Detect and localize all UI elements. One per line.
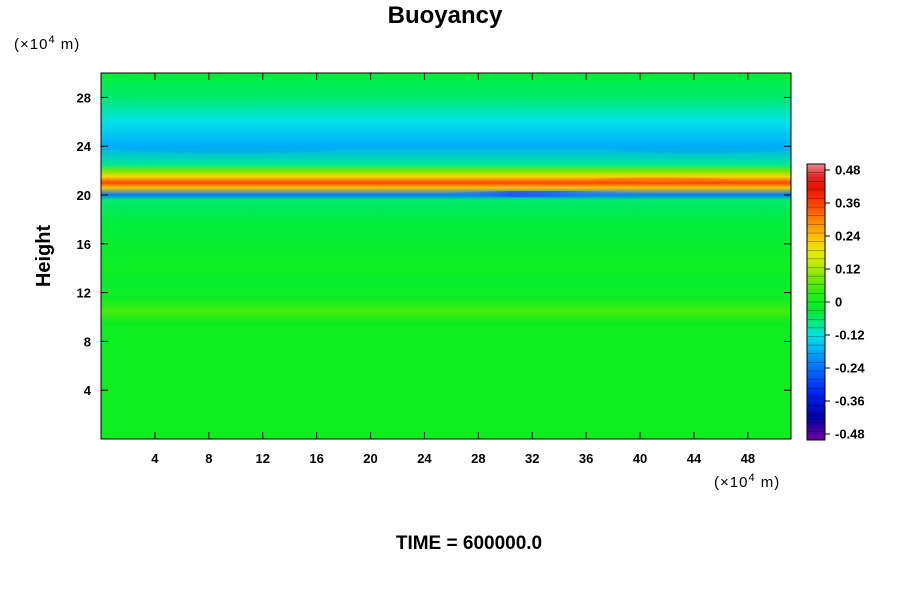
y-tick-label: 12 [77, 286, 91, 301]
colorbar-labels: 0.48 0.36 0.24 0.12 0 -0.12 -0.24 -0.36 -0.48 [825, 163, 865, 442]
colorbar-label: 0.24 [835, 229, 861, 244]
colorbar-label: 0.48 [835, 163, 860, 178]
x-tick-label: 28 [471, 451, 485, 466]
x-tick-label: 32 [525, 451, 539, 466]
colorbar-label: -0.24 [835, 361, 865, 376]
y-axis-unit-suffix: m) [56, 36, 81, 53]
y-axis-ticks: 4 8 12 16 20 24 28 [77, 90, 791, 398]
colorbar-label: 0 [835, 295, 842, 310]
colorbar: 0.48 0.36 0.24 0.12 0 -0.12 -0.24 -0.36 -0.48 [806, 163, 865, 442]
x-tick-label: 44 [687, 451, 702, 466]
colorbar-divisions [807, 172, 825, 432]
chart-title: Buoyancy [388, 2, 503, 29]
y-tick-label: 8 [84, 334, 91, 349]
x-axis-unit-prefix: (×10 [714, 474, 748, 491]
x-axis-ticks: 4 8 12 16 20 24 28 32 36 40 44 48 [151, 73, 755, 466]
x-tick-label: 12 [255, 451, 269, 466]
colorbar-label: -0.48 [835, 427, 865, 442]
negative-anomaly-band [435, 191, 655, 197]
colorbar-label: 0.36 [835, 196, 860, 211]
y-axis-label: Height [33, 225, 55, 288]
x-axis-unit-exponent: 4 [748, 472, 755, 484]
upper-right-anomaly [610, 145, 790, 153]
y-axis-unit-prefix: (×10 [14, 36, 48, 53]
x-tick-label: 36 [579, 451, 593, 466]
buoyancy-field [101, 73, 791, 439]
y-tick-label: 4 [84, 383, 92, 398]
plot-frame [100, 72, 792, 440]
x-tick-label: 4 [151, 451, 159, 466]
colorbar-label: 0.12 [835, 262, 860, 277]
y-tick-label: 24 [77, 139, 92, 154]
x-tick-label: 8 [205, 451, 212, 466]
x-axis-unit: (×104 m) [714, 472, 780, 491]
x-tick-label: 48 [741, 451, 755, 466]
x-axis-unit-suffix: m) [756, 474, 781, 491]
upper-left-anomaly [120, 145, 340, 153]
time-label: TIME = 600000.0 [396, 533, 542, 554]
warm-anomaly [590, 177, 730, 183]
y-tick-label: 16 [77, 237, 91, 252]
x-tick-label: 20 [363, 451, 377, 466]
y-axis-unit-exponent: 4 [48, 34, 55, 46]
x-tick-label: 24 [417, 451, 432, 466]
x-tick-label: 40 [633, 451, 647, 466]
y-tick-label: 28 [77, 90, 91, 105]
y-tick-label: 20 [77, 188, 91, 203]
x-tick-label: 16 [309, 451, 323, 466]
y-axis-unit: (×104 m) [14, 34, 80, 53]
colorbar-label: -0.36 [835, 394, 865, 409]
colorbar-label: -0.12 [835, 328, 865, 343]
